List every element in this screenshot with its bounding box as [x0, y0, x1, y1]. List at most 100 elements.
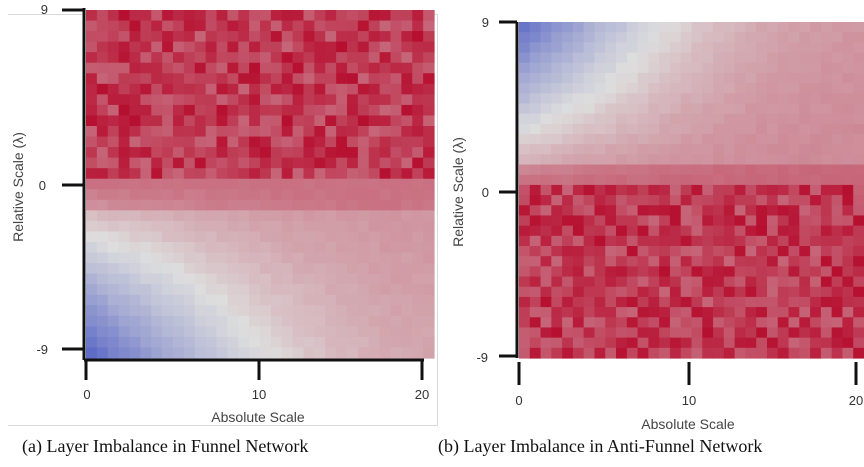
heatmap-cell [519, 42, 531, 54]
heatmap-cell [249, 94, 261, 106]
heatmap-cell [260, 10, 272, 22]
heatmap-cell [605, 337, 617, 349]
heatmap-cell [648, 347, 660, 359]
heatmap-cell [368, 73, 381, 85]
heatmap-cell [616, 256, 628, 267]
heatmap-cell [325, 284, 337, 296]
heatmap-cell [766, 286, 779, 298]
heatmap-cell [842, 235, 854, 247]
heatmap-cell [423, 210, 435, 222]
heatmap-cell [788, 83, 800, 94]
heatmap-cell [648, 276, 660, 288]
heatmap-cell [270, 10, 283, 22]
heatmap-cell [368, 104, 381, 117]
heatmap-cell [368, 231, 381, 243]
heatmap-cell [118, 273, 131, 285]
heatmap-cell [379, 157, 392, 169]
heatmap-cell [572, 286, 585, 298]
heatmap-cell [194, 31, 207, 43]
heatmap-cell [659, 205, 671, 217]
heatmap-cell [723, 93, 736, 105]
heatmap-cell [777, 184, 790, 196]
heatmap-cell [583, 154, 596, 166]
heatmap-cell [314, 52, 326, 64]
heatmap-cell [107, 157, 120, 169]
heatmap-cell [572, 134, 585, 145]
heatmap-cell [810, 266, 822, 278]
heatmap-cell [659, 113, 671, 125]
heatmap-cell [107, 136, 120, 148]
heatmap-cell [713, 317, 725, 329]
heatmap-cell [723, 205, 736, 217]
heatmap-cell [118, 178, 131, 190]
heatmap-cell [129, 220, 141, 233]
heatmap-cell [572, 266, 585, 278]
heatmap-cell [691, 113, 703, 125]
heatmap-cell [325, 115, 337, 127]
heatmap-cell [788, 215, 800, 227]
heatmap-cell [86, 305, 98, 317]
heatmap-cell [583, 62, 596, 74]
heatmap-cell [529, 72, 542, 84]
heatmap-cell [519, 32, 531, 43]
heatmap-cell [162, 231, 174, 243]
x-axis-label-a: Absolute Scale [211, 409, 305, 425]
heatmap-cell [551, 256, 563, 267]
heatmap-cell [637, 52, 649, 64]
heatmap-cell [540, 266, 552, 278]
heatmap-cell [583, 72, 596, 84]
heatmap-cell [270, 104, 283, 117]
heatmap-cell [249, 284, 261, 296]
heatmap-cell [519, 52, 531, 64]
heatmap-cell [691, 307, 703, 318]
heatmap-cell [799, 62, 811, 74]
heatmap-cell [249, 147, 261, 159]
heatmap-cell [562, 337, 574, 349]
heatmap-cell [648, 32, 660, 43]
heatmap-cell [831, 296, 844, 308]
heatmap-cell [745, 174, 757, 186]
heatmap-cell [669, 22, 682, 33]
heatmap-cell [842, 266, 854, 278]
heatmap-cell [412, 52, 424, 64]
heatmap-cell [799, 22, 811, 33]
heatmap-cell [572, 184, 585, 196]
heatmap-cell [183, 315, 196, 327]
heatmap-cell [734, 123, 747, 135]
heatmap-cell [162, 189, 174, 201]
heatmap-cell [412, 20, 424, 32]
heatmap-cell [723, 184, 736, 196]
heatmap-cell [702, 144, 714, 155]
heatmap-cell [756, 42, 768, 54]
heatmap-cell [723, 62, 736, 74]
heatmap-cell [238, 94, 250, 106]
heatmap-cell [529, 22, 542, 33]
heatmap-cell [194, 20, 207, 32]
heatmap-cell [831, 83, 844, 94]
heatmap-cell [412, 231, 424, 243]
heatmap-cell [723, 307, 736, 318]
heatmap-cell [238, 147, 250, 159]
heatmap-cell [270, 336, 283, 349]
heatmap-cell [390, 94, 402, 106]
heatmap-cell [162, 284, 174, 296]
heatmap-cell [173, 273, 185, 285]
heatmap-cell [86, 168, 98, 180]
heatmap-cell [745, 93, 757, 105]
y-axis-label-b: Relative Scale (λ) [450, 137, 466, 247]
heatmap-cell [540, 144, 552, 155]
heatmap-cell [292, 189, 305, 201]
heatmap-cell [659, 225, 671, 237]
heatmap-cell [756, 164, 768, 176]
heatmap-cell [648, 164, 660, 176]
heatmap-cell [637, 164, 649, 176]
heatmap-cell [713, 225, 725, 237]
heatmap-cell [303, 252, 315, 264]
heatmap-cell [96, 231, 109, 243]
heatmap-cell [616, 235, 628, 247]
heatmap-cell [669, 246, 682, 257]
heatmap-cell [788, 266, 800, 278]
heatmap-cell [336, 147, 348, 159]
heatmap-cell [303, 41, 315, 53]
heatmap-cell [129, 20, 141, 32]
